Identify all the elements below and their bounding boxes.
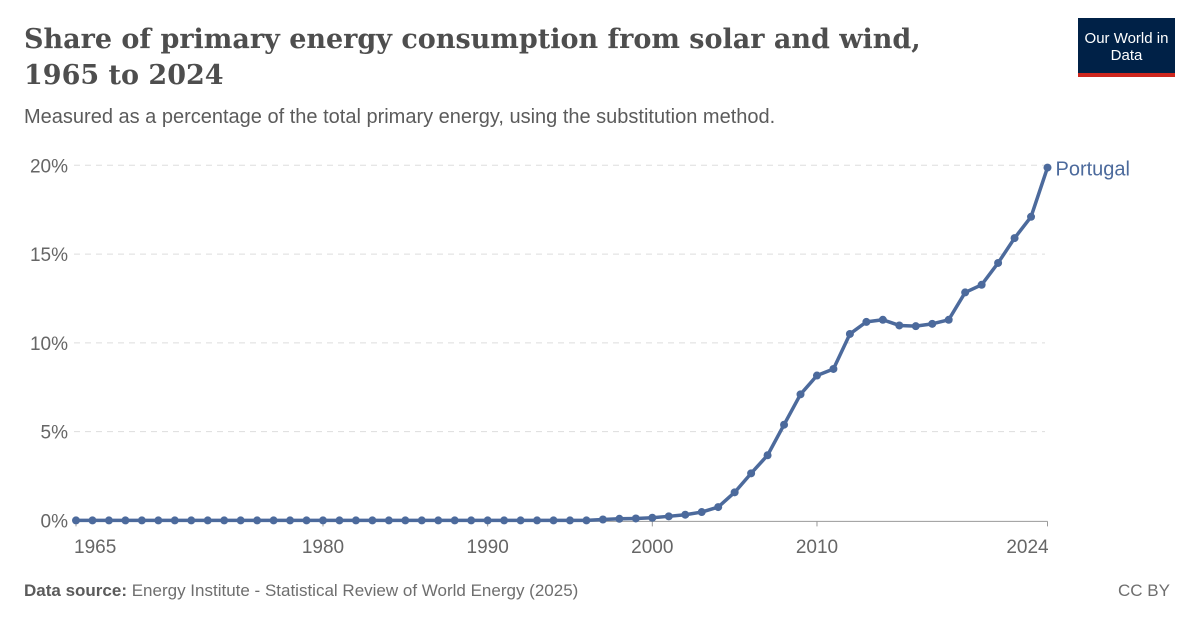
x-tick-label: 2000 [631, 537, 673, 558]
data-point [582, 516, 591, 525]
data-point [154, 516, 163, 525]
data-point [533, 516, 542, 525]
x-tick-label: 2024 [1006, 537, 1049, 558]
data-point [565, 516, 574, 525]
y-tick-label: 15% [30, 245, 68, 266]
y-tick-label: 5% [41, 423, 69, 444]
data-point [862, 317, 871, 326]
data-point [170, 516, 179, 525]
owid-logo[interactable]: Our World in Data [1078, 18, 1175, 77]
data-point [434, 516, 443, 525]
data-point [895, 321, 904, 330]
data-point [977, 280, 986, 289]
source-label: Data source: [24, 581, 127, 600]
data-point [697, 508, 706, 517]
data-point [681, 510, 690, 519]
data-point [220, 516, 229, 525]
series-label: Portugal [1056, 159, 1131, 181]
data-source: Data source: Energy Institute - Statisti… [24, 581, 578, 601]
data-point [104, 516, 113, 525]
data-point [137, 516, 146, 525]
series-line-portugal [76, 167, 1050, 523]
data-point [384, 516, 393, 525]
data-point [928, 319, 937, 328]
data-point [187, 516, 196, 525]
data-point [253, 516, 262, 525]
data-point [1043, 163, 1052, 172]
data-point [796, 390, 805, 399]
data-point [351, 516, 360, 525]
x-tick-label: 2010 [796, 537, 838, 558]
data-point [961, 288, 970, 297]
x-tick-label: 1965 [74, 537, 116, 558]
data-point [944, 315, 953, 324]
logo-text: Our World in Data [1084, 30, 1169, 64]
data-point [812, 371, 821, 380]
data-point [994, 258, 1003, 267]
data-point [911, 322, 920, 331]
x-tick-label: 1990 [467, 537, 509, 558]
data-point [88, 516, 97, 525]
data-point [203, 516, 212, 525]
data-point [714, 503, 723, 512]
data-point [763, 451, 772, 460]
source-text[interactable]: Energy Institute - Statistical Review of… [131, 581, 579, 600]
data-point [286, 516, 295, 525]
data-point [598, 515, 607, 524]
data-point [450, 516, 459, 525]
data-point [664, 512, 673, 521]
data-point [368, 516, 377, 525]
data-point [72, 516, 80, 525]
data-point [318, 516, 327, 525]
data-point [549, 516, 558, 525]
data-point [121, 516, 130, 525]
data-point [829, 364, 838, 373]
data-point [730, 488, 739, 497]
data-point [1010, 234, 1019, 243]
data-point [1027, 212, 1036, 221]
data-point [417, 516, 426, 525]
y-tick-label: 10% [30, 334, 68, 355]
data-point [615, 514, 624, 523]
data-point [302, 516, 311, 525]
data-point [483, 516, 492, 525]
data-point [269, 516, 278, 525]
data-point [236, 516, 245, 525]
data-point [516, 516, 525, 525]
data-point [780, 420, 789, 429]
data-point [401, 516, 410, 525]
data-point [467, 516, 476, 525]
data-point [878, 315, 887, 324]
data-point [335, 516, 344, 525]
data-point [631, 514, 640, 523]
x-tick-label: 1980 [302, 537, 344, 558]
y-tick-label: 20% [30, 156, 68, 177]
y-tick-label: 0% [41, 511, 69, 532]
data-point [648, 513, 657, 522]
data-point [500, 516, 509, 525]
chart-title: Share of primary energy consumption from… [24, 24, 921, 91]
license[interactable]: CC BY [1118, 581, 1170, 600]
data-point [747, 469, 756, 478]
data-point [845, 329, 854, 338]
chart-subtitle: Measured as a percentage of the total pr… [24, 106, 776, 128]
